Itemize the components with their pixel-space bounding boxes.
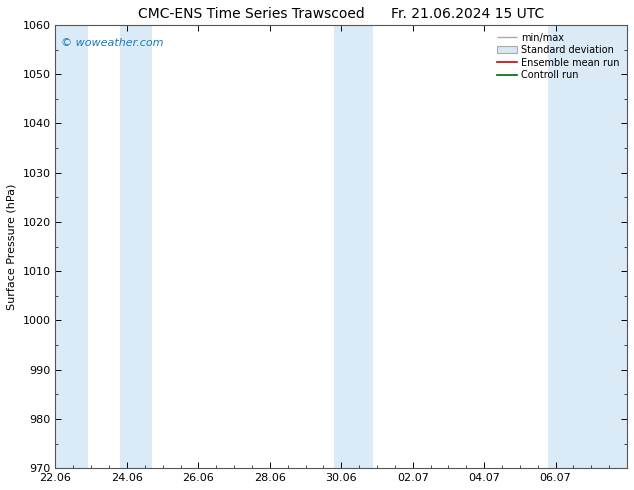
Bar xyxy=(120,25,152,468)
Bar xyxy=(548,25,627,468)
Legend: min/max, Standard deviation, Ensemble mean run, Controll run: min/max, Standard deviation, Ensemble me… xyxy=(495,30,622,83)
Bar xyxy=(334,25,373,468)
Title: CMC-ENS Time Series Trawscoed      Fr. 21.06.2024 15 UTC: CMC-ENS Time Series Trawscoed Fr. 21.06.… xyxy=(138,7,545,21)
Y-axis label: Surface Pressure (hPa): Surface Pressure (hPa) xyxy=(7,183,17,310)
Bar xyxy=(56,25,87,468)
Text: © woweather.com: © woweather.com xyxy=(61,38,164,48)
